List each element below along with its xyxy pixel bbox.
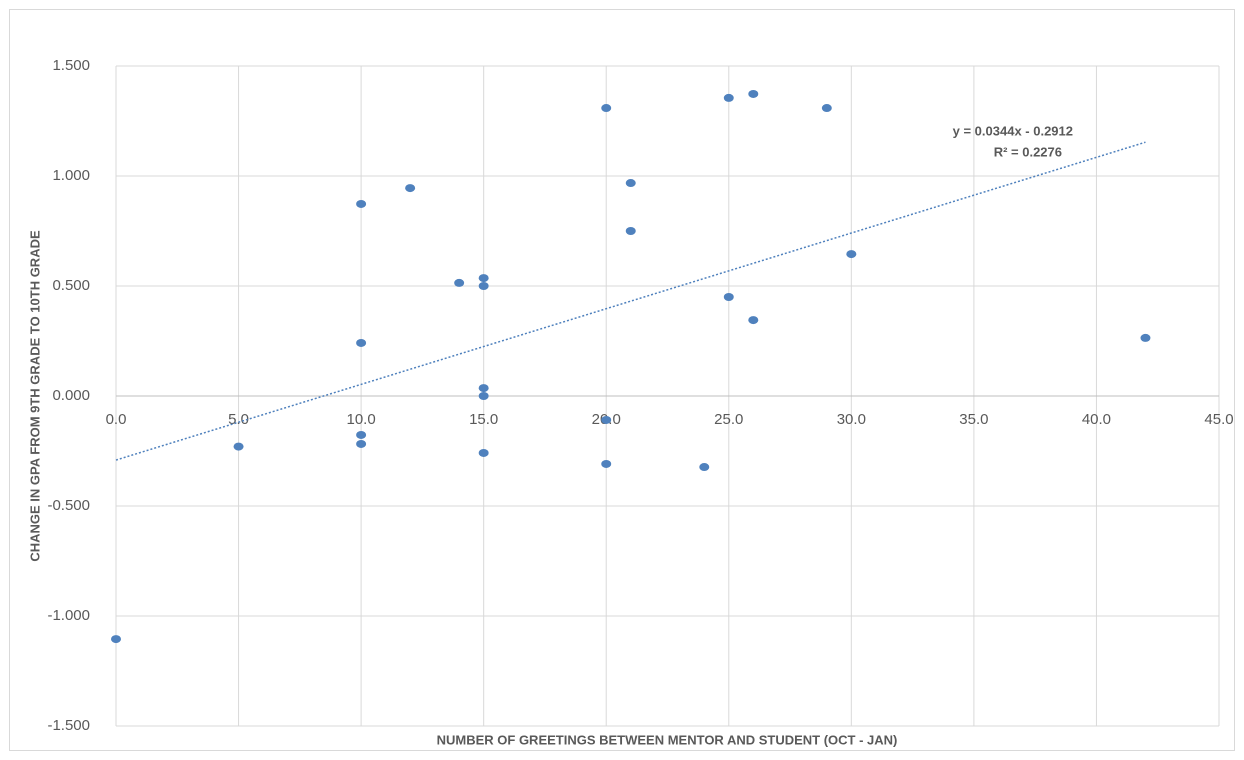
x-tick-label: 45.0 xyxy=(1204,411,1233,428)
data-point xyxy=(405,184,416,193)
y-tick-label: -1.500 xyxy=(47,717,90,734)
data-point xyxy=(111,635,121,644)
data-point xyxy=(601,415,612,424)
data-point xyxy=(625,227,636,235)
data-point xyxy=(723,293,734,301)
y-tick-label: 1.000 xyxy=(52,167,90,184)
y-tick-label: 1.500 xyxy=(52,57,90,74)
data-point xyxy=(846,250,857,259)
data-point xyxy=(821,104,832,113)
x-tick-label: 5.0 xyxy=(228,411,249,428)
data-point xyxy=(478,384,489,393)
data-point xyxy=(601,459,612,468)
x-axis-title: NUMBER OF GREETINGS BETWEEN MENTOR AND S… xyxy=(437,732,898,747)
data-point xyxy=(356,430,367,439)
data-point xyxy=(356,439,367,448)
x-tick-label: 0.0 xyxy=(106,411,127,428)
data-point xyxy=(478,274,489,283)
data-point xyxy=(478,282,489,290)
y-tick-label: -1.000 xyxy=(47,607,90,624)
data-point xyxy=(478,448,489,457)
chart-border xyxy=(9,9,1235,751)
data-point xyxy=(356,199,367,208)
data-point xyxy=(478,392,489,400)
data-point xyxy=(454,278,465,287)
trendline-r-squared: R² = 0.2276 xyxy=(994,144,1062,159)
data-point xyxy=(625,179,636,188)
trendline xyxy=(115,141,1146,461)
x-tick-label: 40.0 xyxy=(1082,411,1111,428)
x-tick-label: 15.0 xyxy=(469,411,498,428)
data-point xyxy=(1140,333,1151,342)
data-point xyxy=(723,93,734,102)
x-tick-label: 25.0 xyxy=(714,411,743,428)
data-point xyxy=(699,463,710,472)
data-point xyxy=(233,442,244,451)
x-tick-label: 30.0 xyxy=(837,411,866,428)
x-tick-label: 35.0 xyxy=(959,411,988,428)
y-tick-label: 0.000 xyxy=(52,387,90,404)
trendline-equation: y = 0.0344x - 0.2912 xyxy=(953,123,1073,138)
y-axis-title: CHANGE IN GPA FROM 9TH GRADE TO 10TH GRA… xyxy=(27,230,42,562)
y-tick-label: 0.500 xyxy=(52,277,90,294)
x-tick-label: 10.0 xyxy=(347,411,376,428)
y-tick-label: -0.500 xyxy=(47,497,90,514)
data-point xyxy=(748,316,759,325)
data-point xyxy=(748,89,759,98)
data-point xyxy=(356,338,367,347)
data-point xyxy=(601,104,612,113)
